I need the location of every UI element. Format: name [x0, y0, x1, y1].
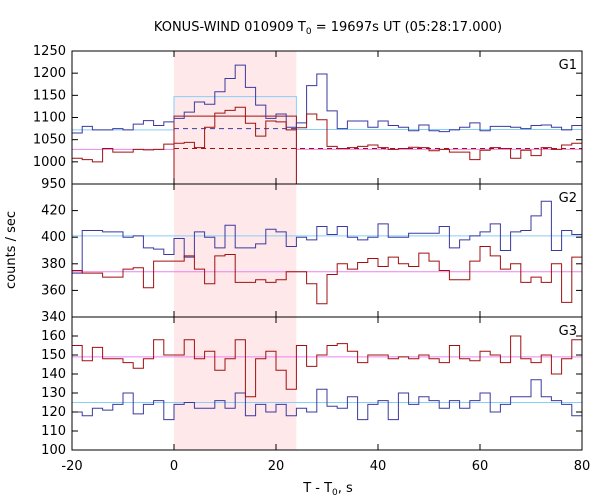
y-tick-label: 1100	[33, 111, 66, 126]
x-tick-label: -20	[61, 459, 82, 474]
y-tick-label: 420	[41, 204, 66, 219]
y-tick-label: 400	[41, 230, 66, 245]
y-tick-label: 100	[41, 443, 66, 458]
y-tick-label: 140	[41, 367, 66, 382]
y-tick-label: 150	[41, 348, 66, 363]
y-tick-label: 1000	[33, 155, 66, 170]
x-tick-label: 80	[574, 459, 591, 474]
panel-frame	[71, 316, 583, 451]
y-tick-label: 160	[41, 329, 66, 344]
y-tick-label: 130	[41, 386, 66, 401]
y-tick-label: 1250	[33, 44, 66, 59]
y-tick-label: 110	[41, 424, 66, 439]
plot-area: 950100010501100115012001250G134036038040…	[33, 44, 590, 474]
panel-label: G1	[559, 58, 577, 73]
panel-g3: 100 110 120 130 140 150 160 G3	[41, 316, 583, 458]
count-histogram-blue	[72, 64, 582, 134]
y-tick-label: 1050	[33, 133, 66, 148]
burst-mean-level	[173, 115, 297, 184]
x-tick-label: 60	[472, 459, 489, 474]
chart-title: KONUS-WIND 010909 T0 = 19697s UT (05:28:…	[154, 20, 502, 37]
y-tick-label: 380	[41, 257, 66, 272]
panel-g1: 950 1000 1050 1100 1150 1200 1250 G1	[33, 44, 583, 192]
y-tick-label: 1150	[33, 88, 66, 103]
x-tick-label: 20	[268, 459, 285, 474]
y-axis-label: counts / sec	[4, 211, 19, 289]
count-histogram-blue	[72, 379, 582, 421]
count-histogram-red	[72, 106, 582, 163]
count-histogram-red	[72, 335, 582, 398]
panel-frame	[71, 50, 583, 185]
panel-label: G2	[559, 191, 577, 206]
count-histogram-blue	[72, 200, 582, 274]
x-tick-label: 40	[370, 459, 387, 474]
y-tick-label: 360	[41, 283, 66, 298]
panel-label: G3	[559, 324, 577, 339]
y-tick-label: 950	[41, 177, 66, 192]
x-tick-label: 0	[170, 459, 178, 474]
y-tick-label: 1200	[33, 66, 66, 81]
count-histogram-red	[72, 246, 582, 305]
panel-g2: 340 360 380 400 420 G2	[41, 183, 583, 325]
y-tick-label: 340	[41, 310, 66, 325]
y-tick-label: 120	[41, 405, 66, 420]
x-axis-label: T - T0, s	[302, 481, 353, 498]
